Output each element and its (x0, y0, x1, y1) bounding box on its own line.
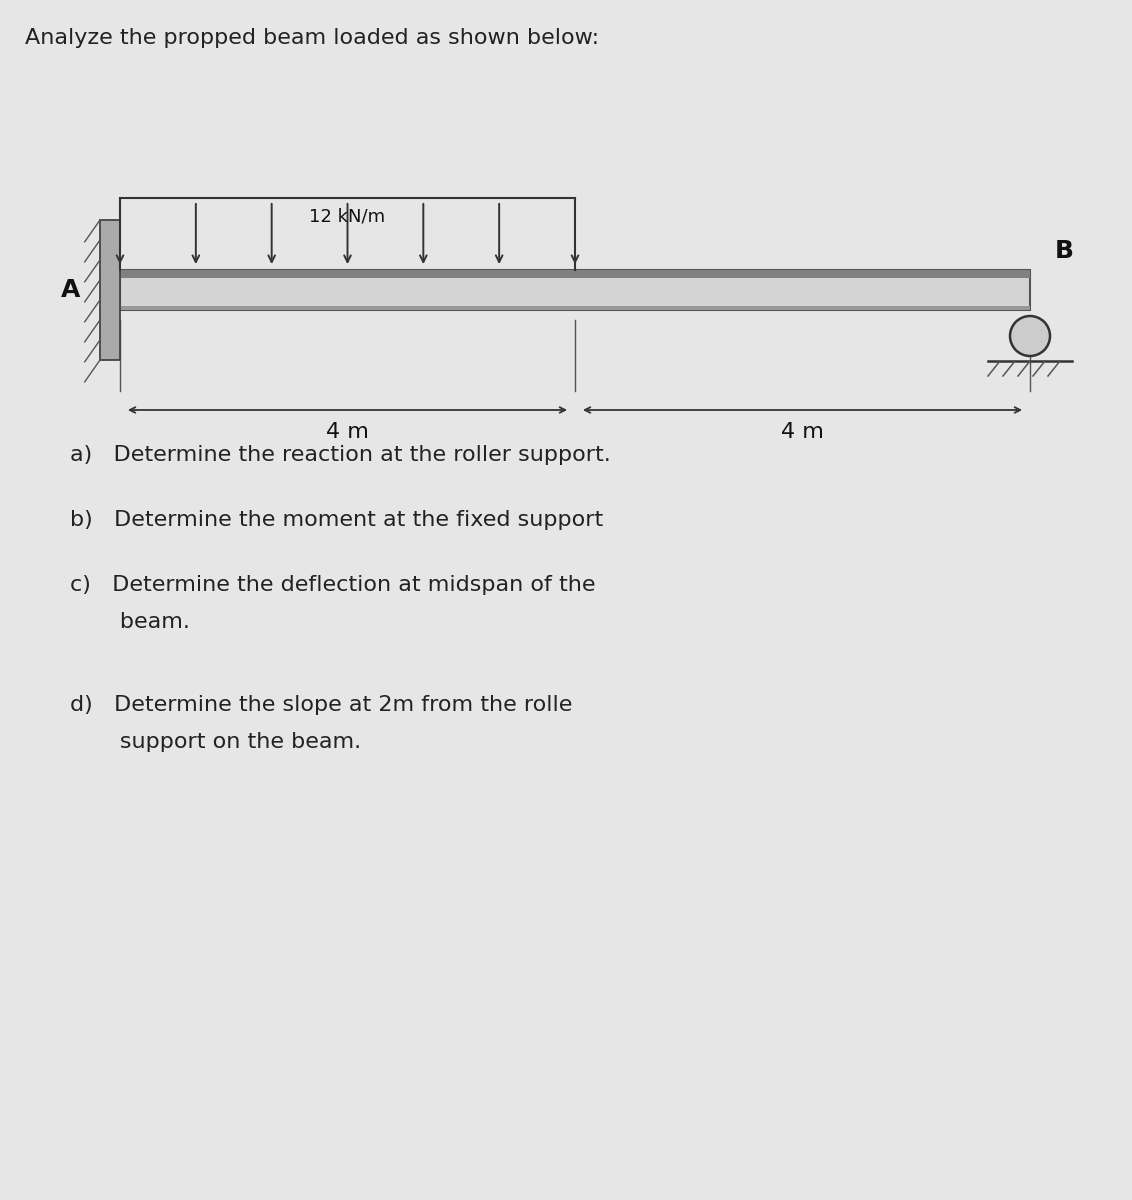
Bar (120, 306, 1030, 310)
Text: 4 m: 4 m (326, 422, 369, 442)
Text: A: A (61, 278, 80, 302)
Text: a)   Determine the reaction at the roller support.: a) Determine the reaction at the roller … (70, 445, 611, 464)
Text: beam.: beam. (70, 612, 190, 632)
Text: c)   Determine the deflection at midspan of the: c) Determine the deflection at midspan o… (70, 575, 595, 595)
Text: d)   Determine the slope at 2m from the rolle: d) Determine the slope at 2m from the ro… (70, 695, 573, 715)
Text: B: B (1055, 239, 1074, 263)
Text: Analyze the propped beam loaded as shown below:: Analyze the propped beam loaded as shown… (25, 28, 599, 48)
Text: 12 kN/m: 12 kN/m (309, 208, 386, 226)
Bar (120, 270, 1030, 278)
Circle shape (1010, 316, 1050, 356)
Bar (100, 220, 120, 360)
Text: 4 m: 4 m (781, 422, 824, 442)
Text: support on the beam.: support on the beam. (70, 732, 361, 752)
FancyBboxPatch shape (120, 270, 1030, 310)
Text: b)   Determine the moment at the fixed support: b) Determine the moment at the fixed sup… (70, 510, 603, 530)
